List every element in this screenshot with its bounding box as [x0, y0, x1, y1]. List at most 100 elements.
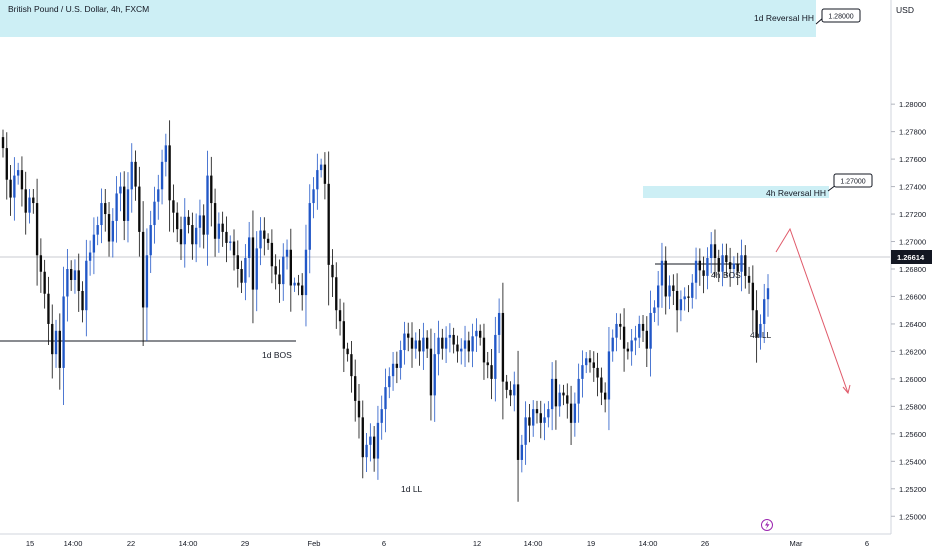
- candle: [505, 374, 508, 399]
- candle: [687, 285, 690, 313]
- candle: [501, 282, 505, 420]
- candle: [16, 162, 20, 185]
- candle: [9, 165, 12, 216]
- candle: [266, 233, 270, 250]
- candle: [638, 315, 641, 348]
- candle: [732, 256, 736, 279]
- candle: [384, 368, 387, 433]
- price-axis[interactable]: 1.28000 1.27800 1.27600 1.27400 1.27200 1.270…: [890, 0, 932, 534]
- candle: [388, 367, 391, 399]
- candle: [634, 325, 637, 356]
- candle: [482, 323, 486, 380]
- candle: [479, 324, 482, 346]
- candle: [660, 242, 664, 308]
- candle: [668, 275, 671, 310]
- candle: [164, 133, 168, 177]
- lightning-event-icon[interactable]: [761, 519, 773, 531]
- candle: [157, 174, 160, 220]
- candle: [675, 273, 679, 333]
- candle: [316, 153, 319, 210]
- candle: [123, 171, 126, 241]
- candle: [766, 274, 770, 317]
- candle: [198, 199, 202, 248]
- candle: [622, 308, 626, 372]
- candle: [672, 274, 675, 305]
- candle: [270, 229, 274, 284]
- candle: [702, 256, 705, 294]
- projection-arrowhead: [842, 384, 851, 395]
- candle: [562, 384, 565, 406]
- candle: [115, 176, 118, 243]
- candle: [354, 359, 357, 422]
- candle: [475, 318, 478, 352]
- price-axis-label: 1.27800: [899, 128, 926, 137]
- candle: [229, 235, 232, 251]
- candle: [694, 247, 698, 300]
- candle: [513, 371, 516, 412]
- candle: [308, 184, 311, 274]
- candle: [77, 253, 80, 312]
- price-axis-label: 1.25000: [899, 512, 926, 521]
- candle: [539, 400, 542, 439]
- candle: [550, 362, 554, 431]
- candles-layer: [1, 120, 770, 502]
- candle: [312, 177, 315, 219]
- candle: [58, 313, 61, 390]
- candle: [100, 188, 103, 244]
- candle: [494, 316, 497, 402]
- candle: [422, 322, 425, 370]
- candle: [251, 210, 255, 324]
- candle: [407, 322, 410, 352]
- candle: [429, 328, 433, 421]
- price-axis-label: 1.25600: [899, 430, 926, 439]
- candle: [414, 332, 417, 359]
- candle: [28, 188, 31, 224]
- candle: [39, 238, 43, 293]
- time-axis-label: 22: [127, 539, 135, 548]
- candle: [524, 401, 527, 465]
- candle: [391, 351, 395, 391]
- candle: [183, 198, 186, 268]
- candle: [751, 265, 755, 332]
- time-axis-label: 14:00: [64, 539, 83, 548]
- candle: [274, 254, 277, 290]
- candle: [221, 211, 224, 247]
- candle: [323, 152, 327, 200]
- candle: [558, 384, 561, 417]
- candle: [615, 313, 618, 352]
- candle: [626, 342, 630, 360]
- candle: [130, 143, 133, 213]
- candle: [194, 213, 198, 263]
- candle: [301, 273, 304, 311]
- candle: [653, 300, 656, 323]
- candle: [581, 350, 584, 398]
- candle: [747, 266, 751, 294]
- candle: [486, 351, 489, 379]
- candle: [467, 331, 470, 363]
- candle: [357, 383, 361, 439]
- candle: [641, 314, 645, 343]
- candle: [66, 248, 69, 322]
- currency-label: USD: [896, 5, 914, 15]
- candle: [51, 304, 54, 379]
- candle: [607, 326, 611, 431]
- current-price-tag: [891, 250, 932, 264]
- time-axis-label: 6: [865, 539, 869, 548]
- time-axis-label: Feb: [308, 539, 321, 548]
- time-axis-label: 12: [473, 539, 481, 548]
- candle: [342, 302, 346, 373]
- time-axis[interactable]: 15 14:00 22 14:00 29 Feb 6 12 14:00 19 14:00 26 Mar 6: [0, 533, 891, 548]
- candle: [134, 150, 137, 201]
- candle: [247, 221, 251, 278]
- candle: [293, 277, 296, 292]
- candle: [141, 201, 145, 346]
- candle: [372, 426, 376, 472]
- candle: [47, 276, 50, 345]
- candle: [96, 216, 99, 246]
- candle: [566, 383, 569, 419]
- candle: [206, 150, 209, 266]
- candle: [278, 259, 281, 303]
- candle: [520, 434, 524, 473]
- candle: [543, 403, 546, 441]
